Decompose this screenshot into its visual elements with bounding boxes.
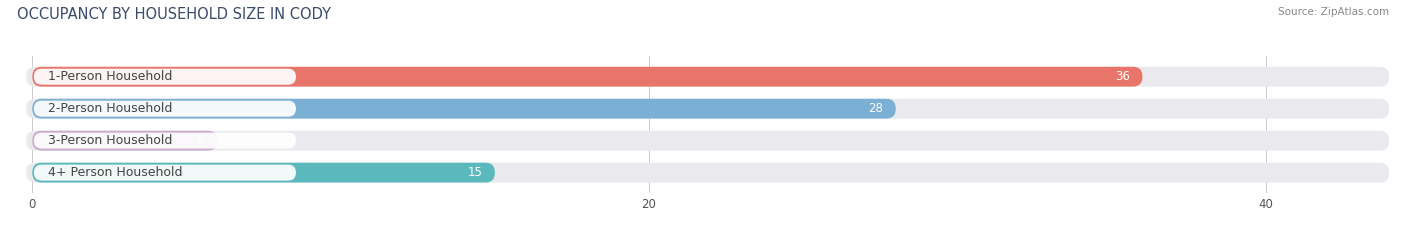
FancyBboxPatch shape [34, 165, 295, 181]
FancyBboxPatch shape [32, 131, 218, 151]
Text: Source: ZipAtlas.com: Source: ZipAtlas.com [1278, 7, 1389, 17]
FancyBboxPatch shape [34, 101, 295, 117]
Text: 2-Person Household: 2-Person Household [48, 102, 172, 115]
Text: 28: 28 [869, 102, 883, 115]
Text: 4+ Person Household: 4+ Person Household [48, 166, 183, 179]
FancyBboxPatch shape [34, 69, 295, 85]
Text: 36: 36 [1115, 70, 1130, 83]
Text: 1-Person Household: 1-Person Household [48, 70, 172, 83]
FancyBboxPatch shape [32, 67, 1143, 87]
FancyBboxPatch shape [27, 131, 1389, 151]
FancyBboxPatch shape [27, 99, 1389, 119]
Text: OCCUPANCY BY HOUSEHOLD SIZE IN CODY: OCCUPANCY BY HOUSEHOLD SIZE IN CODY [17, 7, 330, 22]
Text: 6: 6 [197, 134, 205, 147]
FancyBboxPatch shape [34, 133, 295, 149]
FancyBboxPatch shape [32, 163, 495, 182]
Text: 15: 15 [468, 166, 482, 179]
FancyBboxPatch shape [32, 99, 896, 119]
Text: 3-Person Household: 3-Person Household [48, 134, 172, 147]
FancyBboxPatch shape [27, 67, 1389, 87]
FancyBboxPatch shape [27, 163, 1389, 182]
